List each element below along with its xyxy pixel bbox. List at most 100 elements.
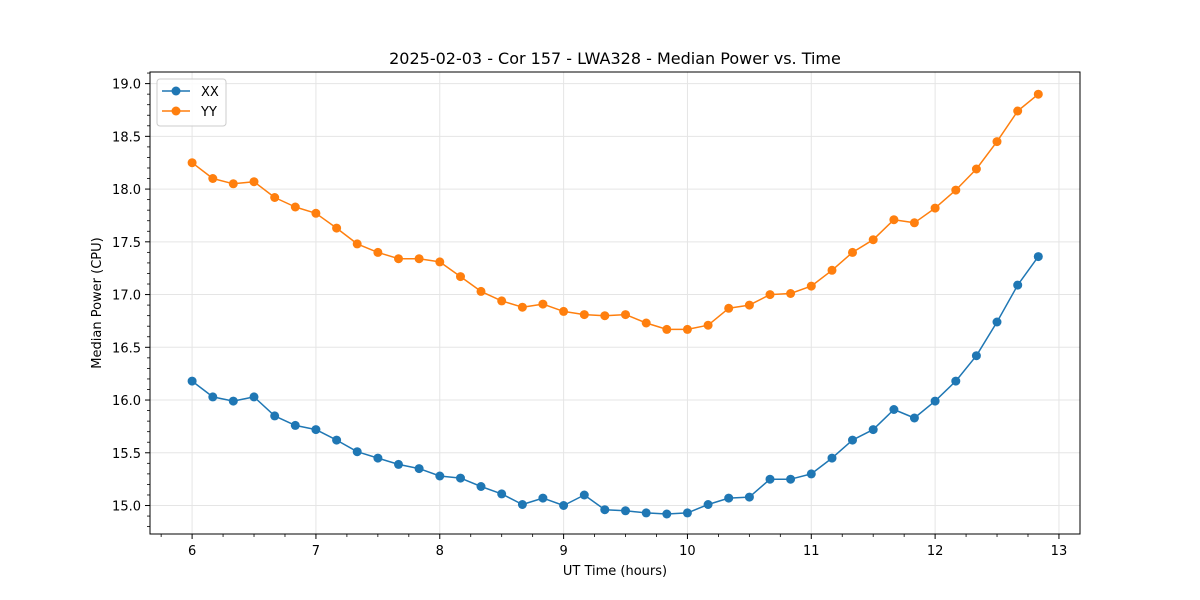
data-point-xx <box>559 501 569 510</box>
data-point-yy <box>827 265 837 275</box>
data-point-yy <box>456 272 465 282</box>
y-tick-label: 17.5 <box>112 236 141 251</box>
data-point-xx <box>394 459 403 469</box>
data-point-xx <box>414 464 424 474</box>
y-tick-label: 18.5 <box>112 130 141 145</box>
data-point-yy <box>868 235 878 245</box>
legend-marker-yy <box>171 106 181 116</box>
data-point-yy <box>579 310 589 320</box>
plot-area-frame <box>149 71 1081 535</box>
data-point-xx <box>497 489 507 499</box>
legend-label-yy: YY <box>200 105 217 120</box>
data-point-xx <box>744 492 754 502</box>
data-point-xx <box>786 474 796 484</box>
data-point-xx <box>992 317 1002 327</box>
x-tick-label: 6 <box>188 544 196 559</box>
data-point-xx <box>579 490 589 500</box>
axes-ticks: 6 7 8 9 10 11 12 13 15.0 15.5 16.0 16.5 17.0 17.5 18.0… <box>112 72 1068 559</box>
y-tick-label: 16.0 <box>112 394 141 409</box>
data-point-xx <box>517 500 527 509</box>
data-point-yy <box>971 164 981 174</box>
data-point-yy <box>311 208 321 218</box>
data-point-xx <box>889 405 899 414</box>
data-point-xx <box>848 435 857 445</box>
y-tick-label: 19.0 <box>112 78 141 93</box>
data-point-yy <box>641 318 651 328</box>
y-tick-label: 17.0 <box>112 289 141 304</box>
y-tick-label: 16.5 <box>112 341 141 356</box>
x-axis-label: UT Time (hours) <box>563 564 667 579</box>
data-point-xx <box>476 482 486 491</box>
x-tick-label: 10 <box>679 544 696 559</box>
data-point-yy <box>373 247 383 257</box>
data-point-xx <box>641 508 651 518</box>
y-tick-label: 15.5 <box>112 447 141 462</box>
y-axis-label: Median Power (CPU) <box>90 237 105 368</box>
data-point-yy <box>786 289 796 298</box>
data-point-yy <box>621 310 630 320</box>
data-point-xx <box>724 493 734 503</box>
data-point-yy <box>662 324 672 334</box>
data-point-yy <box>270 193 280 202</box>
data-point-xx <box>1033 252 1043 262</box>
data-point-xx <box>352 447 362 457</box>
data-point-xx <box>1013 280 1023 290</box>
data-point-yy <box>992 137 1002 147</box>
x-tick-label: 8 <box>436 544 444 559</box>
data-point-xx <box>682 508 692 518</box>
data-point-xx <box>187 376 197 386</box>
data-point-yy <box>724 303 734 313</box>
data-point-xx <box>270 411 280 421</box>
data-point-xx <box>662 509 672 519</box>
data-point-yy <box>290 202 300 212</box>
data-point-yy <box>765 290 775 300</box>
legend-marker-xx <box>171 86 181 96</box>
data-point-yy <box>332 223 342 233</box>
chart-title: 2025-02-03 - Cor 157 - LWA328 - Median P… <box>389 49 841 68</box>
data-point-yy <box>951 185 961 195</box>
data-point-yy <box>600 311 610 321</box>
data-point-xx <box>971 351 981 361</box>
grid <box>150 72 1080 534</box>
x-tick-label: 7 <box>312 544 320 559</box>
data-point-yy <box>435 257 445 267</box>
data-point-yy <box>208 174 218 183</box>
data-point-yy <box>806 281 816 291</box>
data-point-xx <box>290 420 300 430</box>
x-tick-label: 13 <box>1051 544 1068 559</box>
data-point-yy <box>1033 89 1043 99</box>
data-point-xx <box>951 376 961 386</box>
data-point-yy <box>249 177 259 187</box>
data-point-xx <box>621 506 630 516</box>
legend-label-xx: XX <box>201 85 219 100</box>
data-point-xx <box>600 505 610 515</box>
data-point-xx <box>311 425 321 435</box>
data-point-xx <box>228 396 238 406</box>
data-point-yy <box>909 218 919 228</box>
data-point-xx <box>249 392 259 402</box>
data-point-yy <box>682 324 692 334</box>
data-point-xx <box>765 474 775 484</box>
data-point-yy <box>1013 106 1023 116</box>
data-point-yy <box>497 296 507 306</box>
data-point-yy <box>703 320 713 330</box>
data-point-xx <box>332 435 342 445</box>
data-point-yy <box>889 215 899 225</box>
data-point-yy <box>228 179 238 189</box>
data-point-xx <box>208 392 218 402</box>
data-point-yy <box>848 247 857 257</box>
data-point-xx <box>930 396 940 406</box>
y-tick-label: 18.0 <box>112 183 141 198</box>
data-point-yy <box>744 300 754 310</box>
data-point-yy <box>559 306 569 316</box>
data-point-yy <box>352 239 362 249</box>
data-point-xx <box>456 473 465 483</box>
data-point-yy <box>930 203 940 213</box>
series-layer <box>187 89 1043 519</box>
y-tick-label: 15.0 <box>112 500 141 515</box>
data-point-xx <box>909 413 919 423</box>
data-point-xx <box>435 471 445 481</box>
data-point-yy <box>538 299 548 309</box>
data-point-yy <box>414 254 424 264</box>
